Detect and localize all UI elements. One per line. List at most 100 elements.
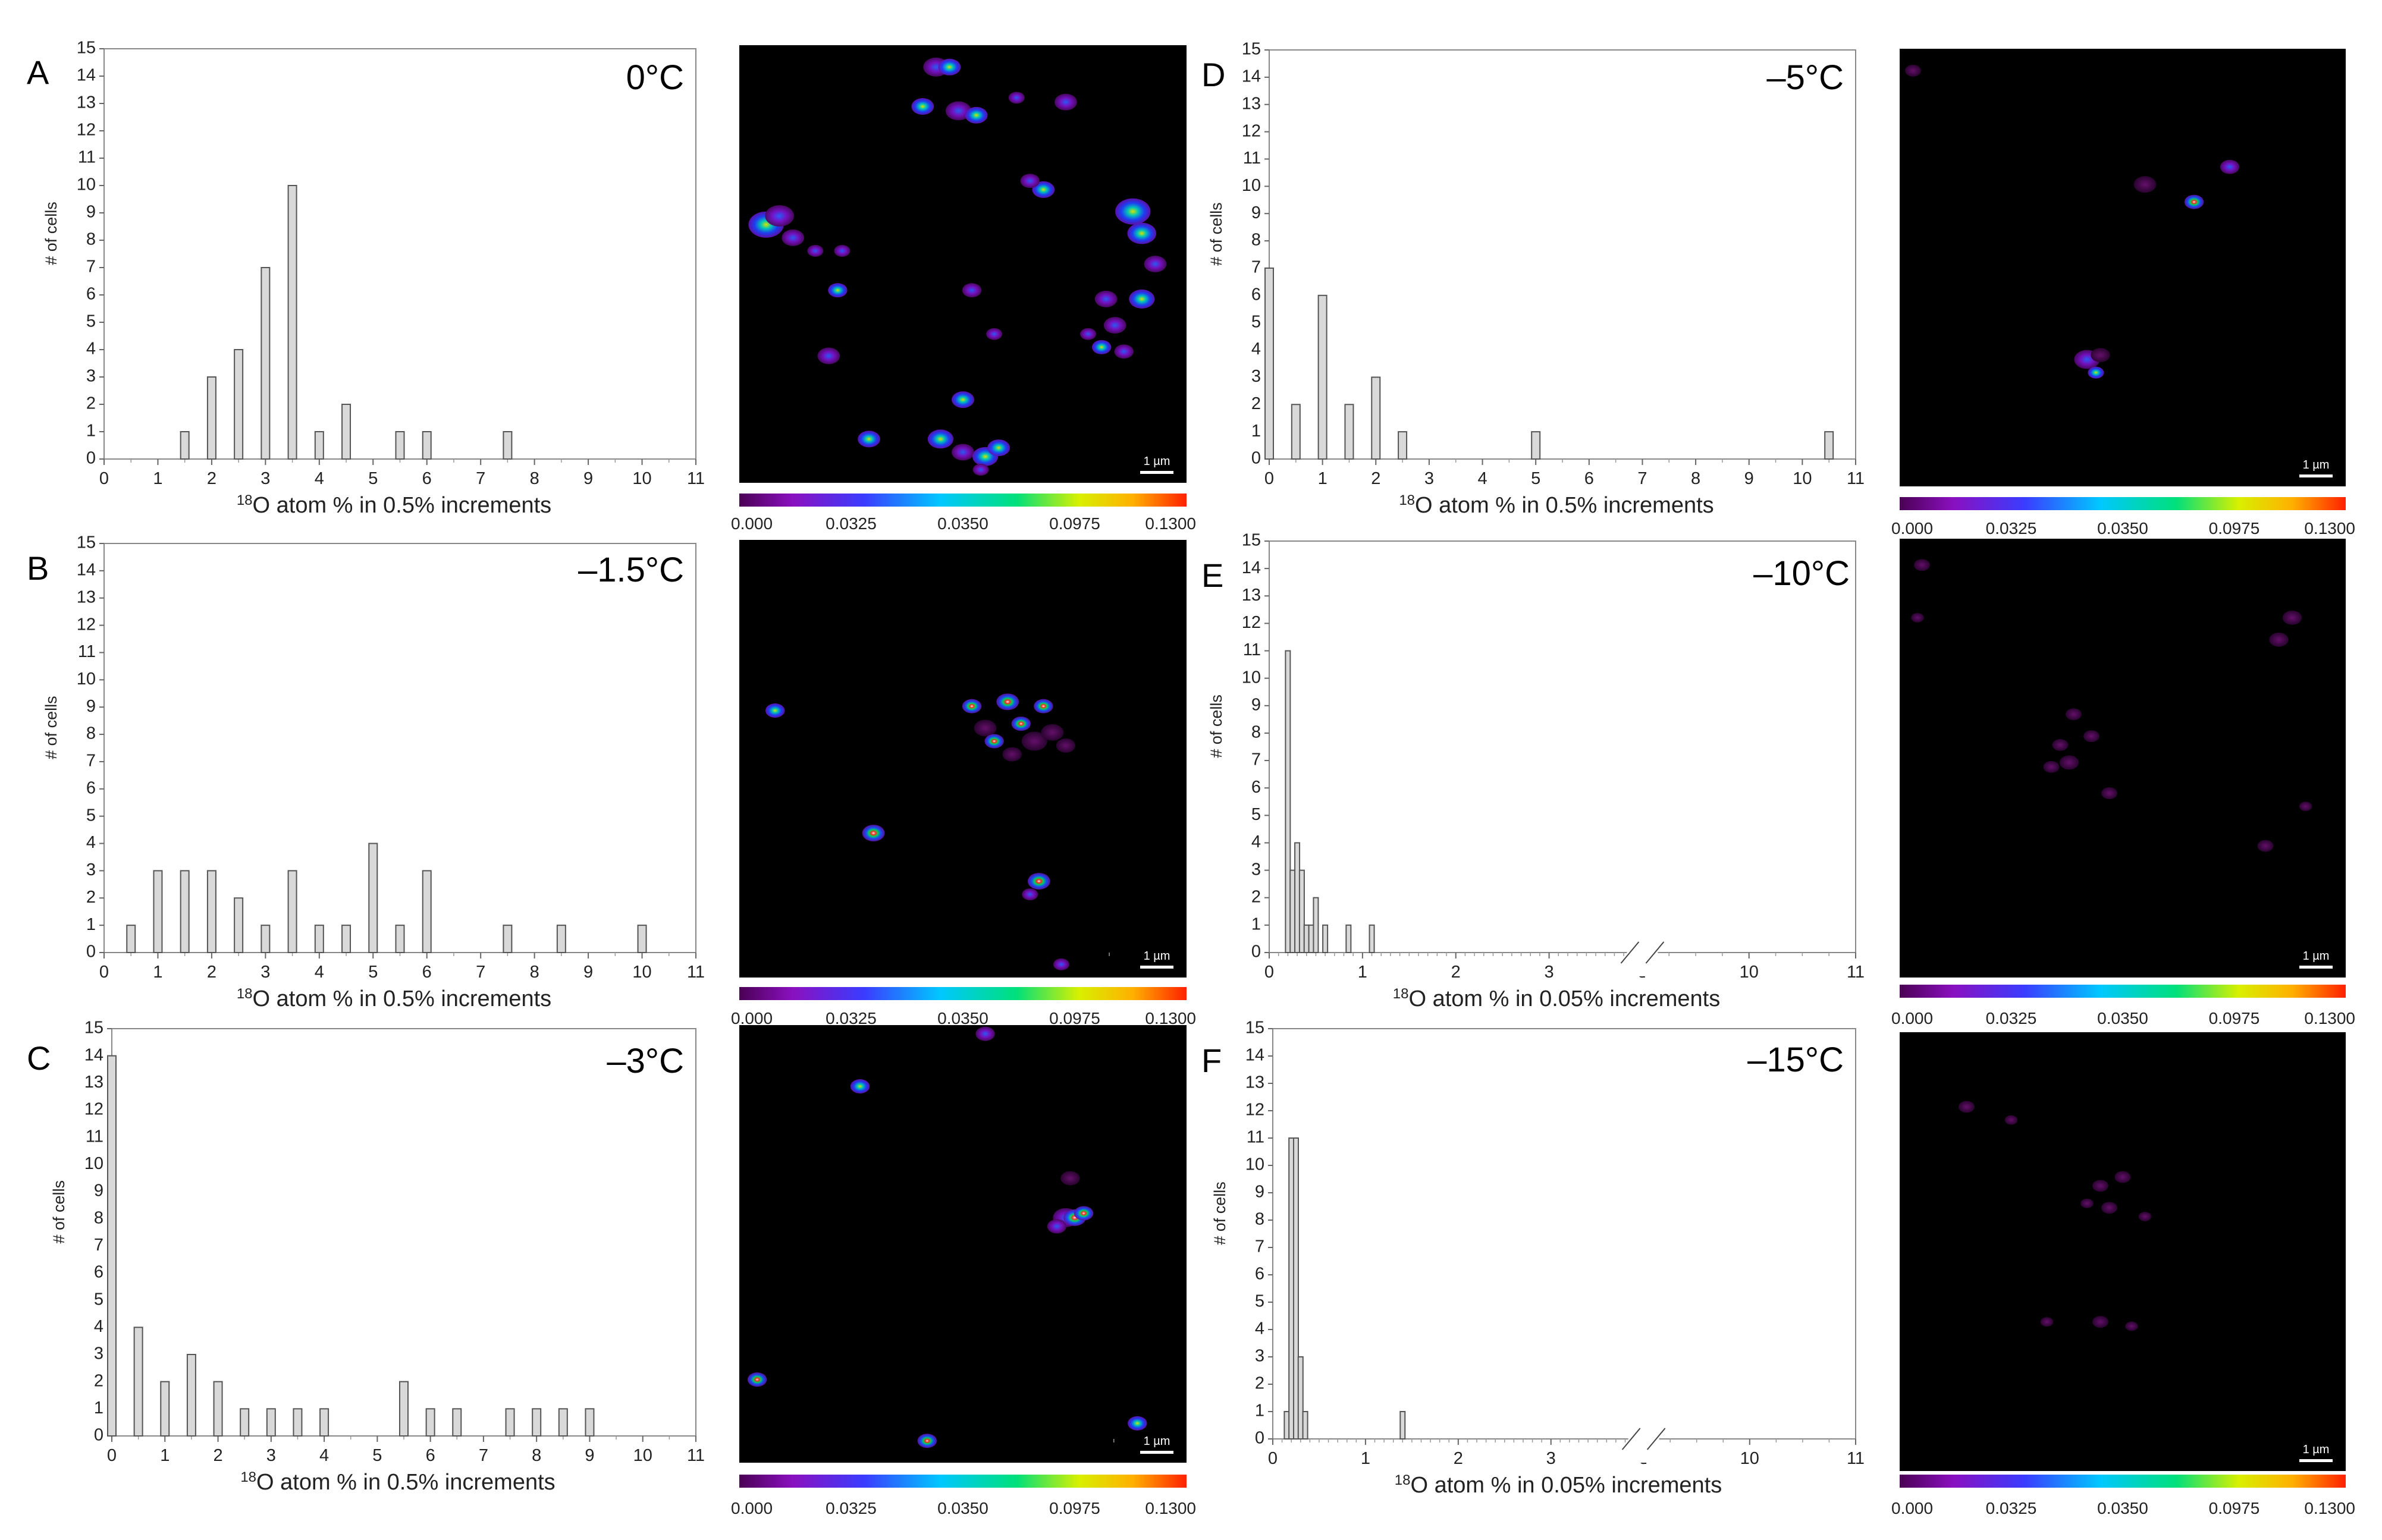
x-tick-label: 3 (1546, 1449, 1556, 1468)
x-axis-label-superscript: 18 (1393, 986, 1409, 1002)
histogram-bar (126, 925, 136, 953)
y-tick-label: 13 (1245, 1073, 1264, 1092)
x-axis-label-superscript: 18 (1399, 492, 1415, 508)
cell-signal (1055, 93, 1077, 111)
cell-signal (952, 444, 974, 461)
x-tick-label: 10 (1740, 1449, 1759, 1468)
x-tick-label: 11 (687, 963, 705, 982)
histogram-bar (1531, 431, 1541, 460)
colorbar-tick-label: 0.000 (1891, 1499, 1933, 1517)
y-tick-label: 6 (94, 1263, 103, 1282)
colorbar-tick-label: 0.1300 (2304, 1499, 2355, 1517)
x-tick-label: 7 (476, 963, 485, 982)
y-tick-label: 11 (1243, 149, 1261, 168)
colorbar-tick-label: 0.000 (731, 1499, 773, 1517)
colorbar-tick-label: 0.0975 (2209, 1009, 2260, 1027)
y-tick-label: 3 (1251, 860, 1261, 879)
cell-signal (782, 229, 805, 246)
x-tick-label: 11 (1847, 469, 1865, 488)
histogram-bar (399, 1381, 409, 1437)
axis-break-mask (1627, 935, 1658, 976)
x-tick-label: 4 (315, 963, 324, 982)
y-tick-label: 1 (1251, 422, 1261, 441)
cell-signal (2066, 708, 2082, 721)
x-axis-label-superscript: 18 (1395, 1472, 1411, 1488)
y-axis-label: # of cells (50, 1180, 68, 1244)
scale-bar (1140, 966, 1173, 969)
cell-signal (1144, 256, 1167, 272)
cell-signal (1021, 731, 1047, 751)
x-tick-label: 3 (261, 469, 270, 488)
nanosims-image (1900, 49, 2346, 486)
cell-signal (1094, 290, 1118, 307)
x-axis-label: 18O atom % in 0.5% increments (237, 492, 551, 518)
histogram-bar (1297, 1356, 1304, 1440)
cell-signal (862, 825, 885, 842)
histogram-bar (1308, 924, 1314, 954)
y-tick-label: 2 (94, 1371, 103, 1390)
y-tick-label: 13 (1242, 586, 1261, 605)
histogram-bar (425, 1408, 435, 1437)
cell-signal (938, 58, 961, 76)
axis-break-mask (1628, 1421, 1659, 1463)
colorbar-tick-label: 0.1300 (1145, 1009, 1196, 1027)
colorbar-tick-label: 0.0975 (2209, 519, 2260, 538)
histogram-bar (206, 870, 216, 954)
histogram-bar (1317, 294, 1327, 460)
cell-signal (1053, 958, 1069, 970)
x-tick-label: 6 (422, 469, 432, 488)
colorbar-tick-label: 0.0350 (937, 1009, 988, 1027)
x-axis-label-superscript: 18 (237, 492, 253, 508)
cell-signal (2257, 840, 2274, 852)
y-tick-label: 12 (1245, 1101, 1264, 1120)
y-tick-label: 7 (1251, 750, 1261, 769)
x-tick-label: 11 (687, 1446, 705, 1465)
cell-signal (1080, 328, 1097, 340)
cell-signal (2269, 632, 2289, 647)
x-tick-label: 4 (319, 1446, 329, 1465)
scale-bar-label: 1 µm (2303, 458, 2330, 472)
y-tick-label: 9 (1251, 203, 1261, 222)
cell-signal (2043, 760, 2060, 773)
x-tick-label: 1 (1361, 1449, 1370, 1468)
y-tick-label: 15 (77, 39, 96, 58)
colorbar-tick-label: 0.0325 (826, 1499, 877, 1517)
x-tick-label: 8 (530, 469, 539, 488)
y-tick-label: 7 (1255, 1237, 1264, 1256)
scale-bar-label: 1 µm (1144, 455, 1170, 468)
x-tick-label: 0 (107, 1446, 117, 1465)
histogram-bar (1398, 431, 1408, 460)
y-tick-label: 13 (1242, 94, 1261, 113)
cell-signal (1128, 1416, 1147, 1431)
cell-signal (2059, 755, 2079, 770)
cell-signal (1008, 92, 1025, 104)
cell-signal (1002, 747, 1022, 762)
y-tick-label: 10 (77, 175, 96, 194)
y-tick-label: 8 (1251, 231, 1261, 250)
nanosims-image (739, 1025, 1187, 1463)
histogram-bar (186, 1354, 196, 1437)
x-tick-label: 2 (207, 469, 216, 488)
histogram-bar (1369, 924, 1375, 954)
histogram-bar (319, 1408, 329, 1437)
cell-signal (911, 98, 934, 115)
histogram-bar (1291, 404, 1301, 460)
cell-signal (2092, 1180, 2108, 1192)
y-tick-label: 0 (1251, 942, 1261, 961)
colorbar-tick-label: 0.0975 (1049, 1009, 1100, 1027)
y-tick-label: 8 (86, 724, 96, 743)
histogram-bar (1824, 431, 1834, 460)
y-tick-label: 3 (1255, 1347, 1264, 1366)
x-tick-label: 11 (1847, 1449, 1865, 1468)
colorbar-tick-label: 0.0325 (1986, 1009, 2037, 1027)
y-tick-label: 12 (1242, 613, 1261, 632)
cell-signal (1103, 317, 1126, 334)
histogram-bar (1292, 1137, 1299, 1440)
y-tick-label: 6 (86, 778, 96, 797)
histogram-bar (1294, 842, 1301, 954)
colorbar-tick-label: 0.0975 (2209, 1499, 2260, 1517)
